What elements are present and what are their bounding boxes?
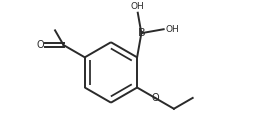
Text: OH: OH: [131, 2, 145, 11]
Text: B: B: [138, 28, 145, 38]
Text: O: O: [36, 40, 44, 50]
Text: O: O: [151, 93, 159, 103]
Text: OH: OH: [166, 25, 179, 34]
